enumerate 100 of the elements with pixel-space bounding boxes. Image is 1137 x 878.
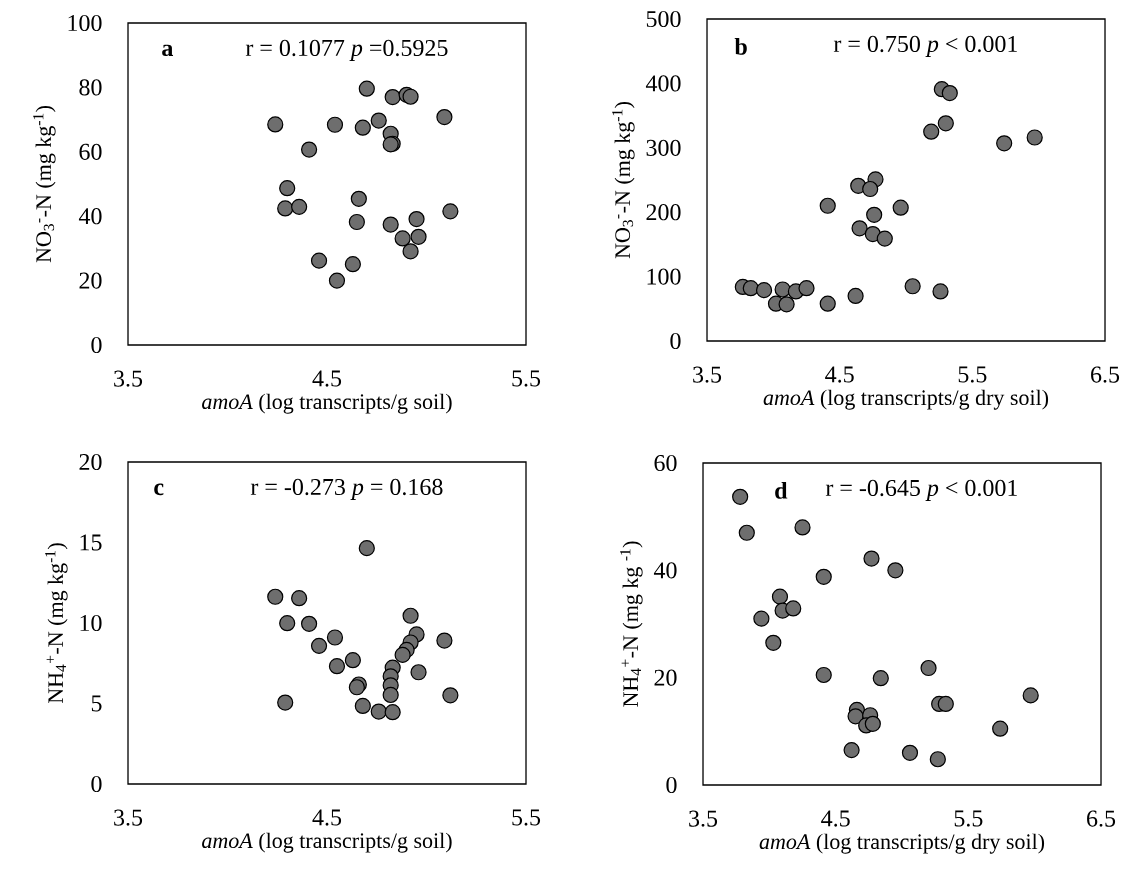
x-tick-label: 4.5 bbox=[825, 366, 854, 383]
point bbox=[436, 632, 453, 649]
point bbox=[382, 686, 399, 704]
x-tick-label: 5.5 bbox=[512, 370, 541, 387]
point bbox=[920, 659, 937, 677]
annotation: r = 0.750 p < 0.001 bbox=[833, 35, 1017, 57]
point bbox=[382, 216, 399, 233]
point bbox=[937, 115, 954, 132]
y-tick-label: 400 bbox=[645, 75, 681, 92]
point bbox=[785, 600, 802, 617]
point bbox=[384, 88, 401, 106]
point bbox=[864, 715, 881, 732]
point bbox=[732, 488, 749, 505]
point bbox=[815, 568, 832, 585]
y-tick-label: 20 bbox=[654, 669, 677, 686]
y-tick-label: 500 bbox=[646, 10, 681, 28]
x-tick-label: 5.5 bbox=[512, 809, 541, 826]
point bbox=[847, 708, 864, 725]
point bbox=[370, 112, 387, 129]
x-axis-title: amoA (log transcripts/g dry soil) bbox=[759, 833, 1045, 854]
point bbox=[863, 550, 880, 567]
point bbox=[866, 206, 883, 223]
annotation: r = 0.1077 p =0.5925 bbox=[245, 39, 448, 61]
y-tick-label: 80 bbox=[79, 79, 102, 96]
y-tick-label: 20 bbox=[79, 272, 102, 289]
point bbox=[310, 637, 328, 654]
point bbox=[1022, 687, 1039, 704]
y-tick-label: 10 bbox=[80, 614, 102, 632]
y-tick-label: 0 bbox=[670, 332, 681, 350]
point bbox=[771, 588, 789, 605]
y-axis-title: NO$_{3}$$^{-}$-N (mg kg$^{-1}$) bbox=[33, 106, 56, 263]
annotation: b bbox=[734, 37, 747, 55]
point bbox=[410, 664, 427, 681]
y-tick-label: 200 bbox=[646, 204, 681, 221]
point bbox=[358, 540, 375, 557]
point bbox=[328, 658, 346, 675]
point bbox=[402, 243, 419, 260]
point bbox=[326, 116, 344, 133]
point bbox=[738, 524, 755, 541]
y-tick-label: 40 bbox=[78, 208, 102, 225]
point bbox=[765, 634, 782, 651]
point bbox=[328, 272, 346, 289]
point bbox=[932, 283, 949, 300]
point bbox=[344, 256, 361, 273]
point bbox=[442, 203, 459, 220]
point bbox=[819, 295, 836, 312]
point bbox=[370, 703, 387, 720]
point bbox=[851, 220, 868, 237]
point bbox=[794, 519, 811, 536]
annotation: c bbox=[154, 483, 164, 496]
x-axis-title: amoA (log transcripts/g soil) bbox=[202, 832, 452, 853]
x-tick-label: 3.5 bbox=[689, 810, 718, 827]
y-tick-label: 100 bbox=[647, 268, 681, 285]
x-tick-label: 5.5 bbox=[954, 810, 983, 827]
y-tick-label: 40 bbox=[653, 562, 677, 579]
point bbox=[310, 252, 328, 269]
y-tick-label: 60 bbox=[79, 143, 102, 160]
point bbox=[279, 615, 296, 632]
x-tick-label: 6.5 bbox=[1087, 810, 1116, 827]
point bbox=[876, 230, 893, 247]
point bbox=[436, 108, 453, 126]
point bbox=[847, 287, 864, 305]
point bbox=[887, 562, 904, 579]
x-tick-label: 6.5 bbox=[1091, 366, 1120, 383]
point bbox=[402, 607, 419, 624]
point bbox=[941, 84, 958, 102]
x-tick-label: 4.5 bbox=[312, 809, 342, 826]
annotation: a bbox=[162, 44, 174, 57]
x-axis-title: amoA (log transcripts/g soil) bbox=[202, 393, 452, 414]
point bbox=[348, 213, 365, 231]
point bbox=[277, 200, 294, 217]
x-tick-label: 4.5 bbox=[821, 810, 850, 827]
y-tick-label: 20 bbox=[79, 453, 102, 471]
point bbox=[394, 646, 411, 663]
point bbox=[753, 610, 770, 627]
point bbox=[843, 742, 860, 759]
annotation: r = -0.645 p < 0.001 bbox=[825, 479, 1017, 501]
point bbox=[291, 590, 308, 607]
point bbox=[300, 615, 318, 632]
x-axis-title: amoA (log transcripts/g dry soil) bbox=[763, 389, 1049, 410]
point bbox=[996, 135, 1013, 152]
y-tick-label: 0 bbox=[666, 776, 677, 794]
point bbox=[1026, 129, 1043, 146]
annotation: d bbox=[775, 481, 788, 499]
point bbox=[300, 141, 318, 158]
y-axis-title: NH$_{4}$$^{+}$-N (mg kg$^{-1}$) bbox=[45, 543, 68, 704]
point bbox=[384, 704, 401, 721]
y-tick-label: 300 bbox=[646, 139, 681, 156]
x-tick-label: 3.5 bbox=[114, 370, 143, 387]
point bbox=[408, 211, 425, 228]
y-axis-title: NO$_{3}$$^{-}$-N (mg kg$^{-1}$) bbox=[612, 102, 635, 259]
point bbox=[755, 282, 773, 299]
x-tick-label: 5.5 bbox=[958, 366, 987, 383]
point bbox=[778, 296, 795, 313]
point bbox=[892, 199, 909, 216]
y-tick-label: 100 bbox=[68, 14, 102, 32]
point bbox=[354, 697, 371, 715]
point bbox=[267, 588, 284, 605]
point bbox=[442, 687, 459, 704]
y-tick-label: 15 bbox=[80, 534, 102, 551]
